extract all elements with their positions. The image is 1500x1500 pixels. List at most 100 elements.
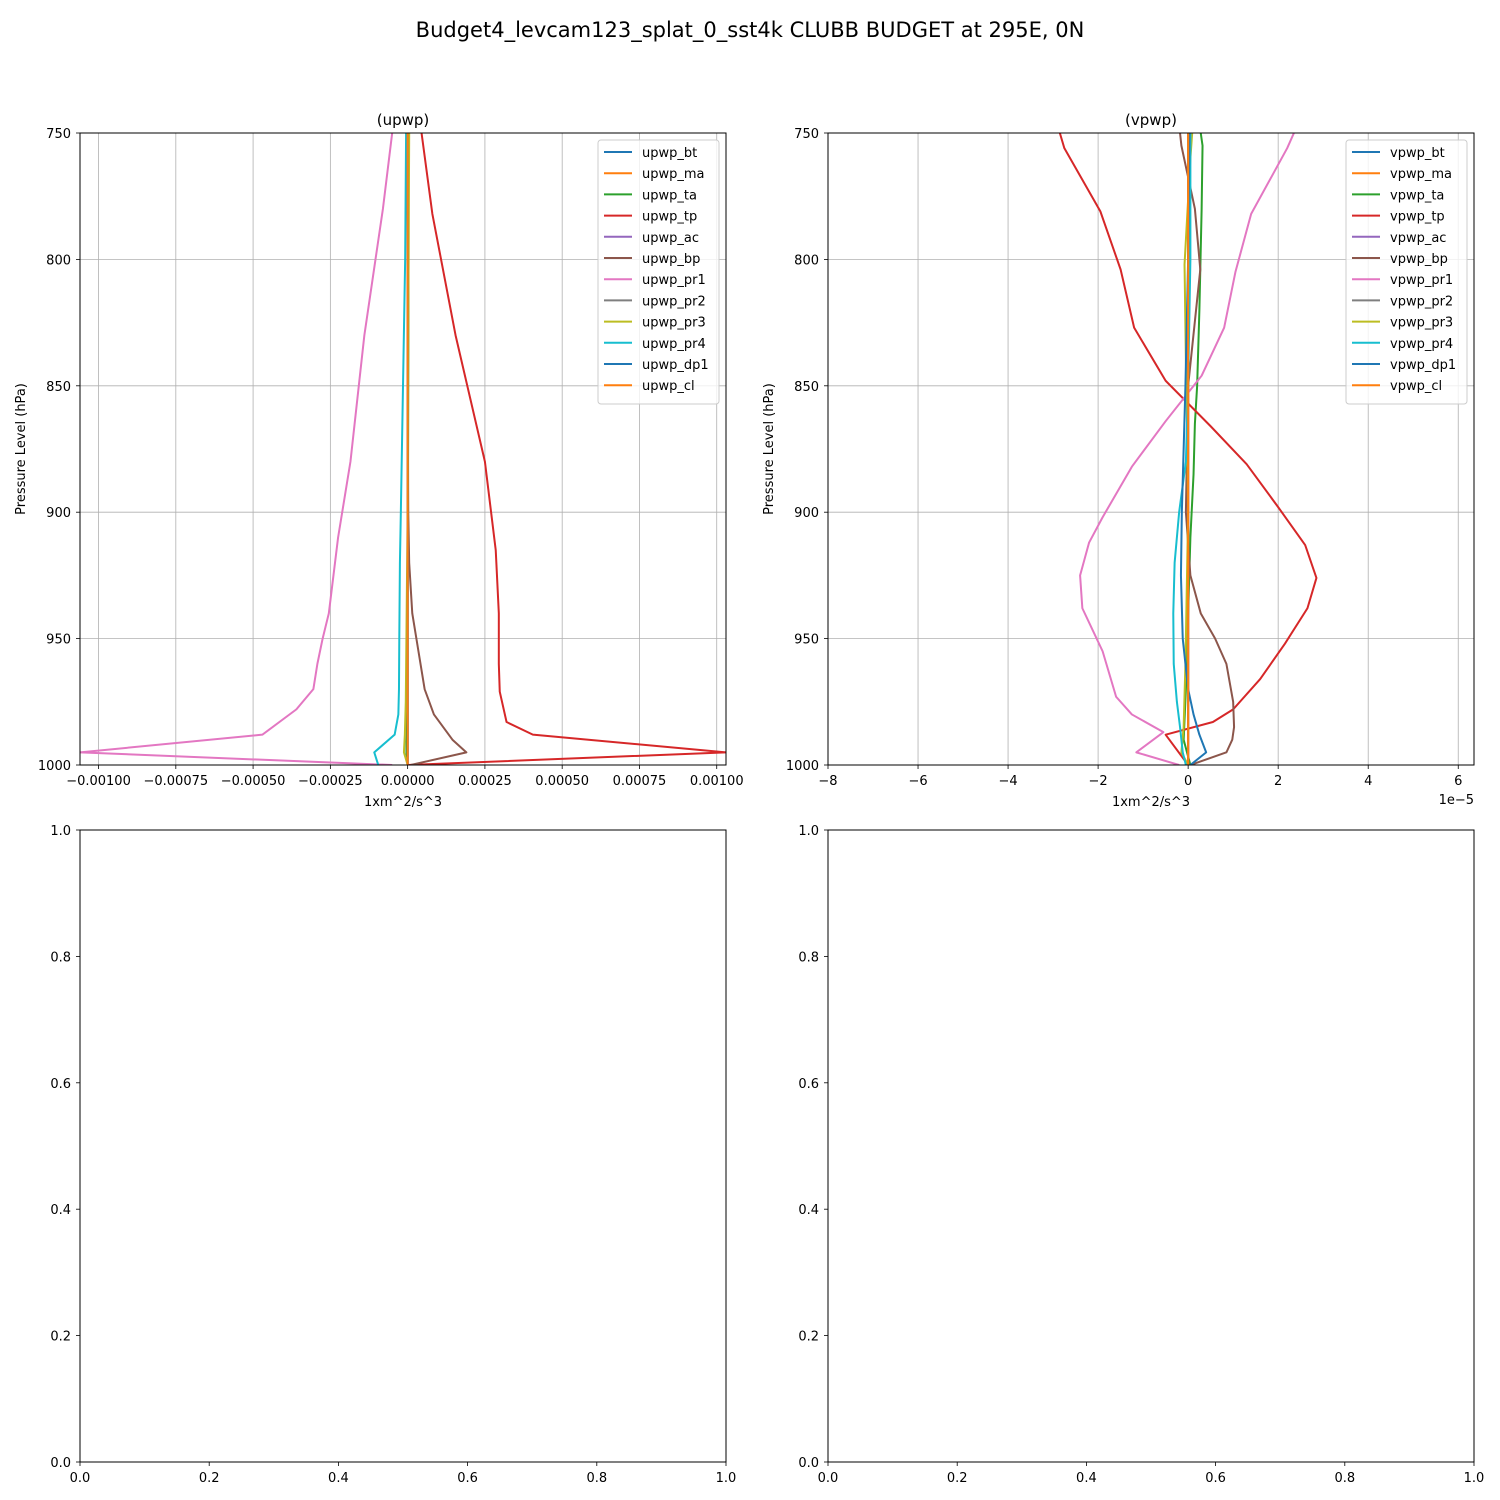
legend-label: upwp_bp bbox=[642, 252, 700, 267]
legend-label: vpwp_cl bbox=[1390, 379, 1442, 394]
y-tick-label: 1000 bbox=[38, 759, 71, 774]
x-tick-label: 0.2 bbox=[199, 1471, 220, 1486]
legend-label: upwp_ma bbox=[642, 167, 705, 182]
legend-label: upwp_pr2 bbox=[642, 294, 706, 309]
x-tick-label: 0.4 bbox=[1076, 1471, 1097, 1486]
y-tick-label: 800 bbox=[46, 253, 71, 268]
y-tick-label: 1.0 bbox=[798, 824, 819, 839]
y-tick-label: 850 bbox=[46, 380, 71, 395]
y-tick-label: 900 bbox=[794, 506, 819, 521]
x-tick-label: 0 bbox=[1184, 774, 1192, 789]
legend-label: upwp_tp bbox=[642, 210, 697, 225]
y-axis-label: Pressure Level (hPa) bbox=[762, 383, 777, 515]
panel-empty-bottom-right: 0.0 0.2 0.4 0.6 0.8 1.0 0.0 0.2 0.4 0.6 0.8 1.0 bbox=[798, 824, 1484, 1486]
x-tick-label: 1.0 bbox=[716, 1471, 737, 1486]
x-tick-label: 0.0 bbox=[818, 1471, 839, 1486]
series-line-vpwp-bp bbox=[1179, 133, 1236, 765]
series-line-upwp-pr1 bbox=[80, 133, 394, 765]
y-tick-label: 950 bbox=[46, 633, 71, 648]
x-tick-label: −4 bbox=[998, 774, 1017, 789]
x-tick-label: −0.00100 bbox=[66, 774, 131, 789]
y-tick-label: 1000 bbox=[786, 759, 819, 774]
y-tick-label: 0.2 bbox=[798, 1330, 819, 1345]
legend-label: upwp_ta bbox=[642, 188, 697, 203]
x-axis-label: 1xm^2/s^3 bbox=[364, 795, 442, 810]
legend-box bbox=[597, 139, 720, 405]
legend-label: vpwp_ac bbox=[1390, 231, 1446, 246]
x-tick-label: −0.00075 bbox=[143, 774, 208, 789]
legend-label: upwp_bt bbox=[642, 146, 697, 161]
series-line-vpwp-dp1 bbox=[1179, 133, 1208, 765]
y-tick-label: 950 bbox=[794, 633, 819, 648]
panel-title: (vpwp) bbox=[1125, 111, 1177, 129]
x-offset-label: 1e−5 bbox=[1439, 793, 1474, 808]
legend-label: vpwp_tp bbox=[1390, 210, 1445, 225]
y-tick-label: 0.6 bbox=[50, 1077, 71, 1092]
series-line-upwp-bp bbox=[406, 133, 468, 765]
legend-label: upwp_ac bbox=[642, 231, 699, 246]
x-tick-label: −6 bbox=[908, 774, 927, 789]
y-tick-label: 800 bbox=[794, 253, 819, 268]
legend-label: vpwp_pr4 bbox=[1390, 337, 1453, 352]
y-tick-label: 850 bbox=[794, 380, 819, 395]
y-tick-label: 1.0 bbox=[50, 824, 71, 839]
x-tick-label: 0.00025 bbox=[458, 774, 512, 789]
legend-label: vpwp_pr3 bbox=[1390, 316, 1453, 331]
x-tick-label: 2 bbox=[1274, 774, 1282, 789]
y-tick-label: 0.0 bbox=[50, 1456, 71, 1471]
y-axis-label: Pressure Level (hPa) bbox=[14, 383, 29, 515]
y-tick-label: 750 bbox=[46, 127, 71, 142]
series-line-vpwp-ta bbox=[1182, 133, 1204, 765]
x-tick-label: 0.6 bbox=[457, 1471, 478, 1486]
legend-label: vpwp_pr1 bbox=[1390, 273, 1453, 288]
x-tick-label: 0.00075 bbox=[613, 774, 667, 789]
legend-label: upwp_pr3 bbox=[642, 316, 706, 331]
x-tick-label: 1.0 bbox=[1464, 1471, 1485, 1486]
y-tick-label: 750 bbox=[794, 127, 819, 142]
y-tick-label: 0.2 bbox=[50, 1330, 71, 1345]
x-tick-label: 4 bbox=[1364, 774, 1372, 789]
legend-label: vpwp_dp1 bbox=[1390, 358, 1456, 373]
y-tick-label: 0.8 bbox=[798, 950, 819, 965]
x-axis-label: 1xm^2/s^3 bbox=[1112, 795, 1190, 810]
legend-label: vpwp_bt bbox=[1390, 146, 1445, 161]
x-tick-label: −8 bbox=[818, 774, 837, 789]
x-tick-label: 0.00050 bbox=[535, 774, 589, 789]
x-tick-label: −0.00050 bbox=[221, 774, 286, 789]
figure-suptitle: Budget4_levcam123_splat_0_sst4k CLUBB BU… bbox=[416, 18, 1085, 43]
legend-box bbox=[1345, 139, 1468, 405]
legend: vpwp_bt vpwp_ma vpwp_ta vpwp_tp vpwp_ac vpwp_… bbox=[1345, 139, 1468, 405]
x-tick-label: 0.4 bbox=[328, 1471, 349, 1486]
series-line-upwp-pr4 bbox=[373, 133, 408, 765]
legend: upwp_bt upwp_ma upwp_ta upwp_tp upwp_ac upwp_… bbox=[597, 139, 720, 405]
y-tick-label: 0.6 bbox=[798, 1077, 819, 1092]
legend-label: upwp_dp1 bbox=[642, 358, 709, 373]
y-tick-label: 0.8 bbox=[50, 950, 71, 965]
legend-label: upwp_pr1 bbox=[642, 273, 706, 288]
x-tick-label: 6 bbox=[1454, 774, 1462, 789]
x-tick-label: 0.6 bbox=[1205, 1471, 1226, 1486]
y-tick-label: 0.4 bbox=[50, 1203, 71, 1218]
x-tick-label: 0.2 bbox=[947, 1471, 968, 1486]
legend-label: vpwp_pr2 bbox=[1390, 294, 1453, 309]
panel-empty-bottom-left: 0.0 0.2 0.4 0.6 0.8 1.0 0.0 0.2 0.4 0.6 0.8 1.0 bbox=[50, 824, 736, 1486]
y-tick-label: 0.4 bbox=[798, 1203, 819, 1218]
legend-label: vpwp_ma bbox=[1390, 167, 1452, 182]
panel-upwp: −0.00100 −0.00075 −0.00050 −0.00025 0.00000 0… bbox=[14, 111, 744, 810]
panel-vpwp: −8 −6 −4 −2 0 2 4 6 750 800 850 900 950 1000 (vpwp) 1… bbox=[762, 111, 1475, 810]
x-tick-label: −2 bbox=[1089, 774, 1108, 789]
legend-label: vpwp_ta bbox=[1390, 188, 1444, 203]
series-line-vpwp-pr1 bbox=[1079, 133, 1295, 765]
legend-label: upwp_cl bbox=[642, 379, 695, 394]
series-line-upwp-tp bbox=[407, 133, 726, 765]
x-tick-label: 0.8 bbox=[586, 1471, 607, 1486]
x-tick-label: −0.00025 bbox=[298, 774, 363, 789]
x-tick-label: 0.00100 bbox=[690, 774, 744, 789]
x-tick-label: 0.00000 bbox=[381, 774, 435, 789]
legend-label: upwp_pr4 bbox=[642, 337, 706, 352]
x-tick-label: 0.0 bbox=[70, 1471, 91, 1486]
y-tick-label: 900 bbox=[46, 506, 71, 521]
panel-title: (upwp) bbox=[377, 111, 430, 129]
x-tick-label: 0.8 bbox=[1334, 1471, 1355, 1486]
